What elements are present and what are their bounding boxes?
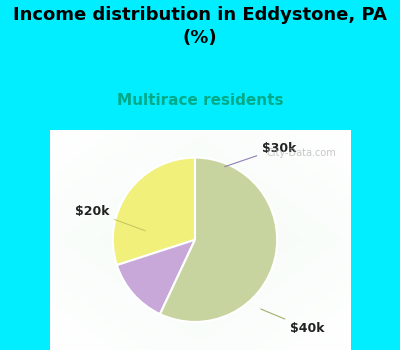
- Wedge shape: [160, 158, 277, 322]
- Text: Multirace residents: Multirace residents: [117, 93, 283, 108]
- Text: Income distribution in Eddystone, PA
(%): Income distribution in Eddystone, PA (%): [13, 7, 387, 47]
- Text: $40k: $40k: [261, 309, 325, 335]
- Wedge shape: [117, 240, 195, 314]
- Text: $30k: $30k: [225, 141, 296, 167]
- Wedge shape: [113, 158, 195, 265]
- Text: City-Data.com: City-Data.com: [266, 148, 336, 158]
- Text: $20k: $20k: [75, 205, 145, 231]
